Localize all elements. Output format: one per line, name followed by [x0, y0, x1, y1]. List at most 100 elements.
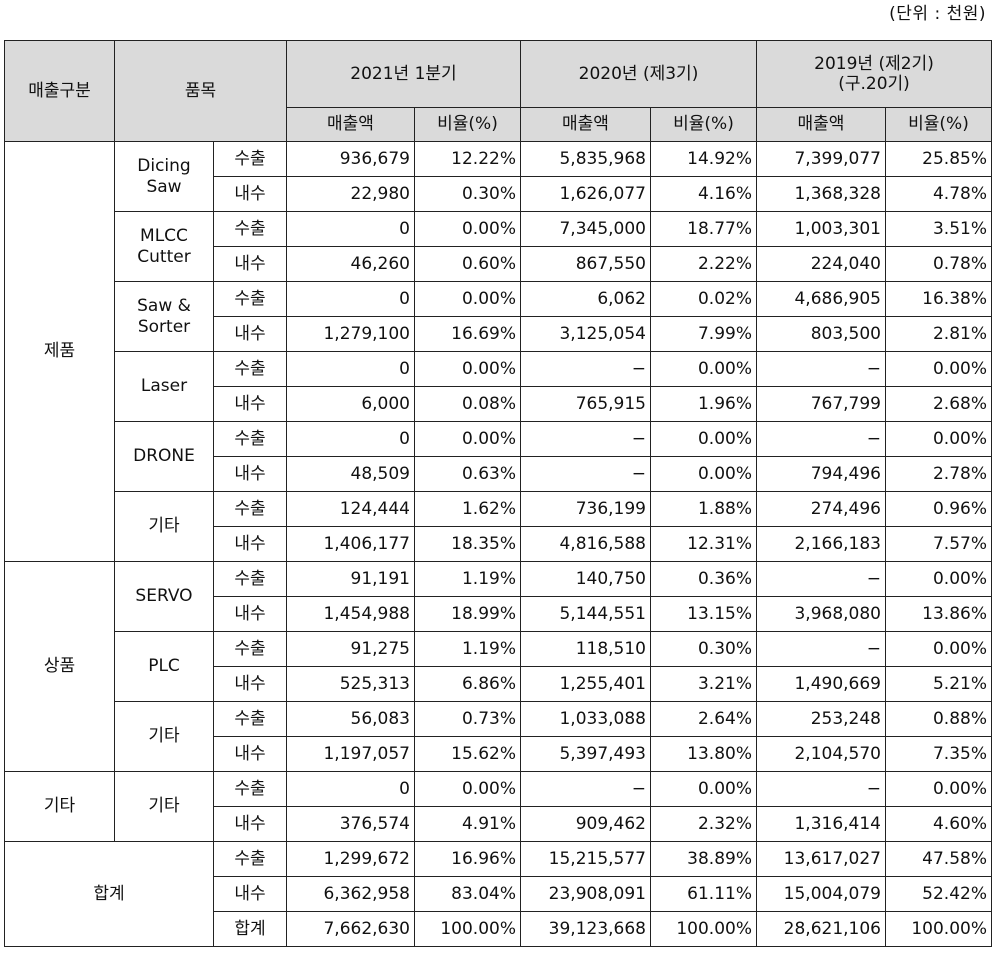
table-row: 상품 SERVO 수출 91,191 1.19% 140,750 0.36% −0.00%: [4, 561, 992, 772]
sales-type-cell: 수출: [213, 841, 287, 877]
item-name-cell: Dicing Saw: [114, 141, 214, 212]
sales-type-cell: 내수: [213, 876, 287, 912]
amount-cell: 0: [286, 211, 415, 247]
sales-type-cell: 내수: [213, 666, 287, 702]
ratio-cell: 0.00%: [885, 351, 992, 387]
ratio-cell: 83.04%: [414, 876, 521, 912]
amount-cell: 1,406,177: [286, 526, 415, 562]
amount-cell: 1,255,401: [520, 666, 651, 702]
amount-cell: 39,123,668: [520, 911, 651, 947]
ratio-cell: 0.00%: [414, 771, 521, 807]
amount-cell: 22,980: [286, 176, 415, 212]
table-row: 내수 376,574 4.91% 909,462 2.32% 1,316,414 4.60%: [5, 806, 992, 842]
header-item: 품목: [114, 40, 287, 142]
ratio-cell: 1.19%: [414, 631, 521, 667]
amount-cell: 15,004,079: [756, 876, 886, 912]
header-ratio: 비율(%): [414, 107, 521, 142]
ratio-cell: 16.96%: [414, 841, 521, 877]
header-row-periods: 매출구분 품목 2021년 1분기 2020년 (제3기) 2019년 (제2기…: [4, 40, 992, 142]
table-row: 내수 1,406,177 18.35% 4,816,588 12.31% 2,166,18…: [5, 526, 992, 562]
item-name-line: Cutter: [137, 246, 191, 267]
amount-cell: 4,816,588: [520, 526, 651, 562]
amount-cell: −: [520, 771, 651, 807]
header-period: 2019년 (제2기) (구.20기): [756, 40, 992, 108]
table-row: 기타 수출 124,444 1.62% 736,199 1.88% 274,496 0.96%: [5, 491, 992, 562]
table-row: 제품 Dicing Saw 수출 936,679 12.22% 5,835,968 14.92…: [4, 141, 992, 562]
sales-type-cell: 내수: [213, 386, 287, 422]
amount-cell: 13,617,027: [756, 841, 886, 877]
sales-type-cell: 수출: [213, 351, 287, 387]
ratio-cell: 4.78%: [885, 176, 992, 212]
amount-cell: 1,279,100: [286, 316, 415, 352]
ratio-cell: 0.00%: [650, 771, 757, 807]
sales-type-cell: 수출: [213, 701, 287, 737]
item-name-line: Saw: [146, 176, 182, 197]
sales-type-cell: 내수: [213, 596, 287, 632]
table-row: PLC 수출 91,275 1.19% 118,510 0.30% −0.00%: [5, 631, 992, 702]
item-name-cell: PLC: [114, 631, 214, 702]
table-row: Saw & Sorter 수출 0 0.00% 6,062 0.02% 4,686,905 16…: [5, 281, 992, 352]
ratio-cell: 13.86%: [885, 596, 992, 632]
amount-cell: 736,199: [520, 491, 651, 527]
ratio-cell: 2.32%: [650, 806, 757, 842]
amount-cell: 803,500: [756, 316, 886, 352]
ratio-cell: 5.21%: [885, 666, 992, 702]
sales-type-cell: 내수: [213, 316, 287, 352]
amount-cell: 140,750: [520, 561, 651, 597]
ratio-cell: 16.69%: [414, 316, 521, 352]
category-cell: 상품: [4, 561, 115, 772]
item-name-cell: 기타: [114, 701, 214, 772]
ratio-cell: 1.62%: [414, 491, 521, 527]
amount-cell: 1,626,077: [520, 176, 651, 212]
ratio-cell: 1.88%: [650, 491, 757, 527]
sales-type-cell: 수출: [213, 421, 287, 457]
amount-cell: 91,275: [286, 631, 415, 667]
header-period: 2020년 (제3기): [520, 40, 757, 108]
amount-cell: 794,496: [756, 456, 886, 492]
amount-cell: 3,125,054: [520, 316, 651, 352]
ratio-cell: 0.73%: [414, 701, 521, 737]
item-name-cell: 기타: [114, 491, 214, 562]
amount-cell: 7,399,077: [756, 141, 886, 177]
ratio-cell: 0.88%: [885, 701, 992, 737]
item-name-line: Saw &: [137, 296, 191, 317]
ratio-cell: 13.80%: [650, 736, 757, 772]
ratio-cell: 0.00%: [414, 421, 521, 457]
amount-cell: 7,345,000: [520, 211, 651, 247]
amount-cell: 5,397,493: [520, 736, 651, 772]
ratio-cell: 18.99%: [414, 596, 521, 632]
ratio-cell: 61.11%: [650, 876, 757, 912]
amount-cell: 15,215,577: [520, 841, 651, 877]
amount-cell: 224,040: [756, 246, 886, 282]
item-name-line: SERVO: [135, 586, 193, 607]
item-name-line: PLC: [148, 656, 180, 677]
ratio-cell: 0.02%: [650, 281, 757, 317]
amount-cell: 936,679: [286, 141, 415, 177]
table-row: 내수 525,313 6.86% 1,255,401 3.21% 1,490,669 5.2…: [5, 666, 992, 702]
ratio-cell: 7.99%: [650, 316, 757, 352]
total-row: 내수 6,362,958 83.04% 23,908,091 61.11% 15,004,…: [5, 876, 992, 912]
amount-cell: 6,000: [286, 386, 415, 422]
amount-cell: 23,908,091: [520, 876, 651, 912]
amount-cell: 1,454,988: [286, 596, 415, 632]
ratio-cell: 2.64%: [650, 701, 757, 737]
header-category: 매출구분: [4, 40, 115, 142]
ratio-cell: 12.31%: [650, 526, 757, 562]
category-cell: 기타: [4, 771, 115, 842]
amount-cell: 7,662,630: [286, 911, 415, 947]
amount-cell: 3,968,080: [756, 596, 886, 632]
table-row: DRONE 수출 0 0.00% −0.00% −0.00%: [5, 421, 992, 492]
amount-cell: −: [756, 561, 886, 597]
total-label-cell: 합계: [4, 841, 214, 947]
amount-cell: 376,574: [286, 806, 415, 842]
sales-type-cell: 내수: [213, 526, 287, 562]
amount-cell: 1,033,088: [520, 701, 651, 737]
amount-cell: 124,444: [286, 491, 415, 527]
ratio-cell: 3.21%: [650, 666, 757, 702]
ratio-cell: 0.30%: [650, 631, 757, 667]
ratio-cell: 0.00%: [885, 561, 992, 597]
table-row: 내수 1,197,057 15.62% 5,397,493 13.80% 2,104,57…: [5, 736, 992, 772]
ratio-cell: 12.22%: [414, 141, 521, 177]
sales-type-cell: 내수: [213, 736, 287, 772]
sales-type-cell: 내수: [213, 456, 287, 492]
